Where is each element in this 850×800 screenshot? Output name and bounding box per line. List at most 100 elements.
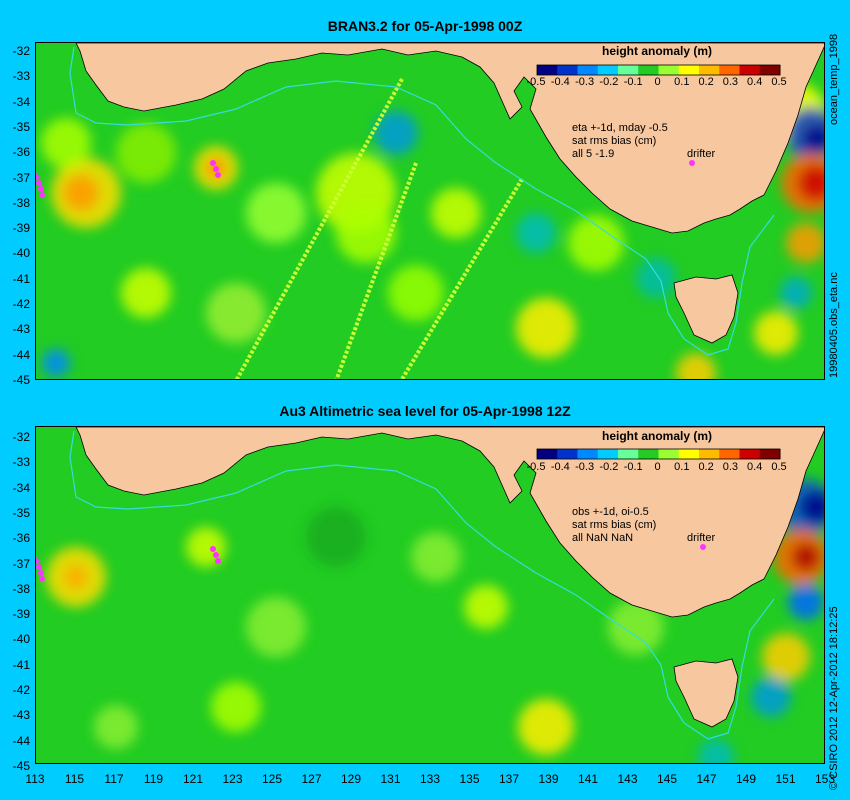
anomaly-blob — [800, 491, 824, 523]
colorbar-tick: 0.3 — [722, 461, 739, 473]
map-svg — [36, 43, 824, 379]
colorbar-swatch — [577, 65, 599, 75]
tasmania-landmass — [673, 274, 739, 344]
side-label-ocean-temp: ocean_temp_1998 — [828, 33, 840, 125]
colorbar-tick: -0.2 — [599, 76, 619, 88]
map-panel-bran — [35, 42, 825, 380]
latitude-tick: -40 — [12, 246, 30, 261]
anomaly-blob — [792, 543, 820, 571]
latitude-tick: -34 — [12, 480, 30, 495]
side-label-copyright: © CSIRO 2012 12-Apr-2012 18:12:25 — [828, 606, 840, 790]
colorbar-tick: 0.1 — [674, 76, 690, 88]
drifter-marker — [215, 172, 221, 178]
latitude-tick: -37 — [12, 556, 30, 571]
latitude-tick: -38 — [12, 581, 30, 596]
anomaly-blob — [698, 739, 734, 763]
anomaly-blob — [608, 599, 664, 655]
colorbar — [536, 448, 781, 460]
panel-1-title: BRAN3.2 for 05-Apr-1998 00Z — [327, 18, 523, 34]
longitude-tick: 127 — [301, 772, 322, 786]
colorbar-tick: 0.5 — [771, 76, 787, 88]
anomaly-blob — [42, 349, 70, 377]
latitude-tick: -45 — [12, 372, 30, 387]
drifter-marker — [700, 544, 706, 550]
anomaly-blob — [336, 203, 396, 263]
colorbar — [536, 64, 781, 76]
colorbar-swatch — [678, 65, 700, 75]
colorbar-swatch — [577, 449, 599, 459]
longitude-tick: 113 — [25, 772, 45, 786]
colorbar-swatch — [719, 65, 740, 75]
longitude-tick: 121 — [182, 772, 204, 786]
anomaly-blob — [636, 258, 676, 298]
drifter-marker — [213, 166, 219, 172]
anomaly-blob — [121, 268, 171, 318]
colorbar-swatch — [638, 449, 659, 459]
drifter-marker — [36, 174, 39, 180]
anomaly-blob — [374, 111, 418, 155]
panel-2-title: Au3 Altimetric sea level for 05-Apr-1998… — [279, 403, 571, 419]
colorbar-tick: 0 — [654, 461, 661, 473]
anomaly-blob — [388, 265, 444, 321]
longitude-tick: 125 — [261, 772, 283, 786]
tasmania-landmass — [673, 658, 739, 728]
drifter-marker — [38, 186, 44, 192]
latitude-tick: -44 — [12, 733, 30, 748]
latitude-tick: -43 — [12, 708, 30, 723]
latitude-tick: -45 — [12, 758, 30, 773]
anomaly-blob — [431, 188, 481, 238]
annotation-line: all 5 -1.9 — [572, 148, 615, 160]
shelf-contour — [69, 430, 775, 740]
colorbar-swatch — [618, 65, 639, 75]
colorbar-tick: -0.2 — [599, 461, 619, 473]
side-label-file: 19980405.obs_eta.nc — [828, 272, 840, 378]
latitude-tick: -36 — [12, 531, 30, 546]
colorbar-swatch — [699, 449, 720, 459]
colorbar-tick: -0.4 — [550, 76, 570, 88]
colorbar-frame — [536, 448, 781, 460]
latitude-tick: -36 — [12, 145, 30, 160]
anomaly-blob — [802, 124, 824, 152]
latitude-tick: -33 — [12, 455, 30, 470]
colorbar-tick: -0.3 — [575, 76, 595, 88]
latitude-tick: -41 — [12, 271, 30, 286]
longitude-tick: 151 — [775, 772, 796, 786]
satellite-track — [334, 162, 418, 379]
drifter-marker — [39, 576, 45, 582]
latitude-tick: -33 — [12, 69, 30, 84]
colorbar-swatch — [557, 449, 578, 459]
longitude-tick: 123 — [222, 772, 243, 786]
colorbar-swatch — [739, 449, 761, 459]
colorbar-title-2: height anomaly (m) — [602, 429, 713, 443]
colorbar-tick: 0.5 — [771, 461, 787, 473]
colorbar-swatch — [678, 449, 700, 459]
colorbar-tick: 0.1 — [674, 461, 690, 473]
anomaly-blob — [516, 298, 576, 358]
colorbar-swatch — [658, 65, 680, 75]
latitude-tick: -41 — [12, 657, 30, 672]
anomaly-blob — [411, 532, 461, 582]
colorbar-swatch — [537, 65, 558, 75]
colorbar-tick: 0.2 — [698, 76, 714, 88]
drifter-marker — [36, 564, 42, 570]
anomaly-blob — [751, 677, 791, 717]
longitude-tick: 149 — [735, 772, 757, 786]
anomaly-blob — [64, 565, 88, 589]
map-svg — [36, 427, 824, 763]
longitude-tick: 133 — [419, 772, 441, 786]
anomaly-blob — [306, 507, 366, 567]
colorbar-tick: 0 — [654, 76, 661, 88]
anomaly-blob — [754, 311, 798, 355]
colorbar-swatch — [719, 449, 740, 459]
anomaly-blob — [211, 682, 261, 732]
colorbar-swatch — [618, 449, 639, 459]
drifter-marker — [36, 180, 42, 186]
drifter-marker — [210, 546, 216, 552]
colorbar-tick: -0.1 — [623, 461, 643, 473]
colorbar-title-1: height anomaly (m) — [602, 44, 713, 58]
annotation-line: sat rms bias (cm) — [572, 519, 657, 531]
anomaly-blob — [63, 175, 99, 211]
drifter-marker — [38, 570, 44, 576]
latitude-tick: -38 — [12, 195, 30, 210]
anomaly-blob — [788, 584, 824, 620]
